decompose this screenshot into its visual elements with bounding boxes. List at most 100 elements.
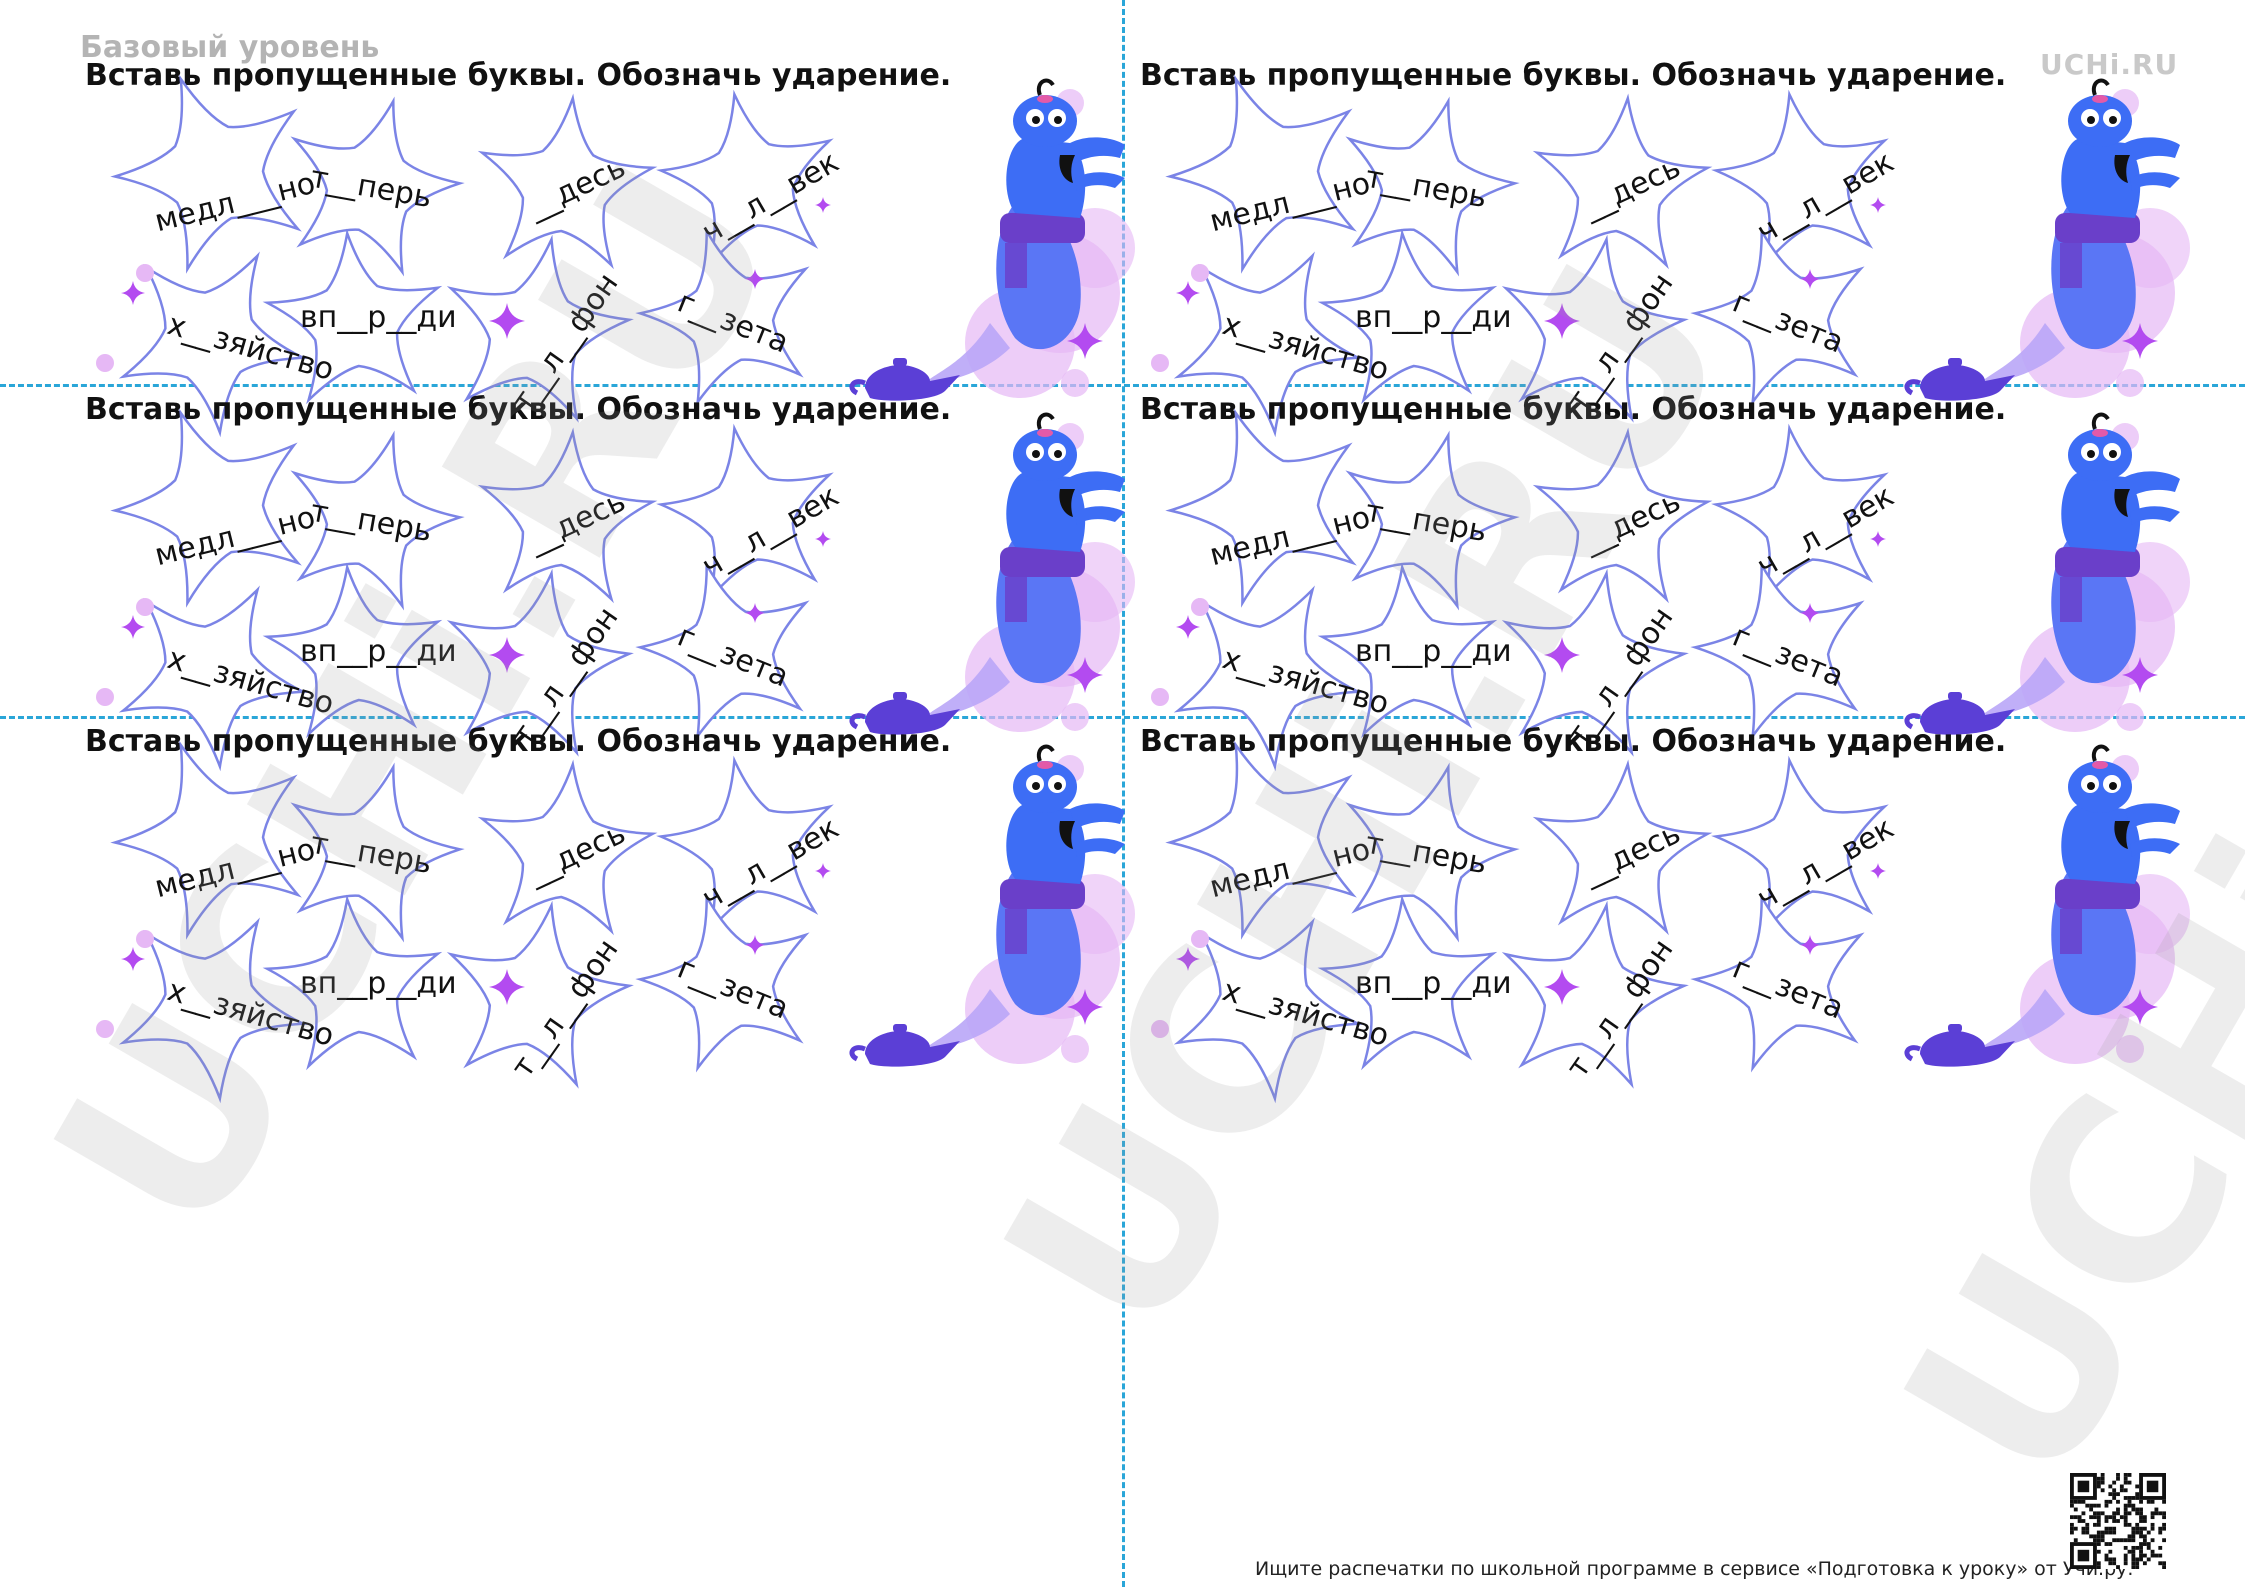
word-with-gaps: вп__р__ди xyxy=(300,634,457,669)
star-shape xyxy=(477,759,658,936)
card-artwork xyxy=(96,408,1135,772)
word-with-gaps: вп__р__ди xyxy=(300,966,457,1001)
magic-lamp-icon xyxy=(1904,358,2015,401)
sparkle-icon xyxy=(2122,657,2158,693)
sparkle-icon xyxy=(1176,281,1200,305)
card-artwork xyxy=(1151,74,2190,438)
star-shape xyxy=(446,568,634,757)
star-shape xyxy=(1173,251,1363,438)
genie-illustration xyxy=(925,412,1135,732)
card-artwork xyxy=(96,740,1135,1104)
card-title: Вставь пропущенные буквы. Обозначь ударе… xyxy=(85,58,952,93)
star-shape xyxy=(1501,234,1689,423)
card-title: Вставь пропущенные буквы. Обозначь ударе… xyxy=(85,724,952,759)
card-title: Вставь пропущенные буквы. Обозначь ударе… xyxy=(1140,58,2007,93)
star-shape xyxy=(118,251,308,438)
sparkle-icon xyxy=(1870,531,1886,547)
star-shape xyxy=(1317,228,1498,405)
sparkle-icon xyxy=(1176,947,1200,971)
worksheet-card: Вставь пропущенные буквы. Обозначь ударе… xyxy=(85,392,1135,852)
star-shape xyxy=(1532,427,1713,604)
genie-illustration xyxy=(1980,78,2190,398)
worksheet-card: Вставь пропущенные буквы. Обозначь ударе… xyxy=(85,724,1135,1184)
star-shape xyxy=(1690,226,1865,407)
sparkle-icon xyxy=(1067,657,1103,693)
star-shape xyxy=(1165,408,1357,608)
magic-lamp-icon xyxy=(1904,1024,2015,1067)
sparkle-icon xyxy=(815,531,831,547)
sparkle-icon xyxy=(1067,323,1103,359)
star-shape xyxy=(1711,755,1889,935)
word-with-gaps: вп__р__ди xyxy=(1355,634,1512,669)
sparkle-icon xyxy=(1176,615,1200,639)
star-shape xyxy=(1345,430,1520,611)
sparkle-icon xyxy=(489,637,525,673)
star-shape xyxy=(1711,423,1889,603)
star-shape xyxy=(1165,74,1357,274)
horizontal-cut-line xyxy=(0,384,2245,387)
sparkle-icon xyxy=(745,603,765,623)
star-shape xyxy=(656,89,834,269)
star-shape xyxy=(656,423,834,603)
card-artwork xyxy=(96,74,1135,438)
genie-illustration xyxy=(1980,744,2190,1064)
sparkle-icon xyxy=(489,969,525,1005)
word-with-gaps: вп__р__ди xyxy=(1355,300,1512,335)
genie-illustration xyxy=(925,744,1135,1064)
star-shape xyxy=(290,762,465,943)
level-label: Базовый уровень xyxy=(80,30,380,65)
word-with-gaps: вп__р__ди xyxy=(300,300,457,335)
star-shape xyxy=(477,93,658,270)
worksheet-card: Вставь пропущенные буквы. Обозначь ударе… xyxy=(1140,58,2190,518)
magic-lamp-icon xyxy=(1904,692,2015,735)
star-shape xyxy=(118,585,308,772)
sparkle-icon xyxy=(1544,303,1580,339)
worksheet-card: Вставь пропущенные буквы. Обозначь ударе… xyxy=(1140,724,2190,1184)
sparkle-icon xyxy=(2122,323,2158,359)
star-shape xyxy=(635,892,810,1073)
star-shape xyxy=(110,74,302,274)
star-shape xyxy=(1690,560,1865,741)
star-shape xyxy=(477,427,658,604)
star-shape xyxy=(1317,894,1498,1071)
star-shape xyxy=(1532,759,1713,936)
sparkle-icon xyxy=(1870,863,1886,879)
star-shape xyxy=(118,917,308,1104)
sparkle-icon xyxy=(121,281,145,305)
sparkle-icon xyxy=(121,947,145,971)
sparkle-icon xyxy=(1800,269,1820,289)
card-artwork xyxy=(1151,408,2190,772)
star-shape xyxy=(110,740,302,940)
card-title: Вставь пропущенные буквы. Обозначь ударе… xyxy=(1140,724,2007,759)
sparkle-icon xyxy=(745,935,765,955)
horizontal-cut-line xyxy=(0,716,2245,719)
star-shape xyxy=(1345,762,1520,943)
star-shape xyxy=(1345,96,1520,277)
card-title: Вставь пропущенные буквы. Обозначь ударе… xyxy=(85,392,952,427)
star-shape xyxy=(1317,562,1498,739)
sparkle-icon xyxy=(489,303,525,339)
star-shape xyxy=(446,900,634,1089)
star-shape xyxy=(262,562,443,739)
star-shape xyxy=(1173,917,1363,1104)
star-shape xyxy=(262,894,443,1071)
worksheet-card: Вставь пропущенные буквы. Обозначь ударе… xyxy=(85,58,1135,518)
sparkle-icon xyxy=(745,269,765,289)
star-shape xyxy=(110,408,302,608)
sparkle-icon xyxy=(1544,969,1580,1005)
worksheet-card: Вставь пропущенные буквы. Обозначь ударе… xyxy=(1140,392,2190,852)
star-shape xyxy=(635,560,810,741)
footer-text: Ищите распечатки по школьной программе в… xyxy=(1255,1558,2134,1580)
magic-lamp-icon xyxy=(849,1024,960,1067)
star-shape xyxy=(290,96,465,277)
sparkle-icon xyxy=(1544,637,1580,673)
sparkle-icon xyxy=(1800,603,1820,623)
star-shape xyxy=(635,226,810,407)
word-with-gaps: вп__р__ди xyxy=(1355,966,1512,1001)
sparkle-icon xyxy=(815,863,831,879)
card-title: Вставь пропущенные буквы. Обозначь ударе… xyxy=(1140,392,2007,427)
star-shape xyxy=(1501,900,1689,1089)
magic-lamp-icon xyxy=(849,358,960,401)
sparkle-icon xyxy=(1870,197,1886,213)
star-shape xyxy=(1690,892,1865,1073)
